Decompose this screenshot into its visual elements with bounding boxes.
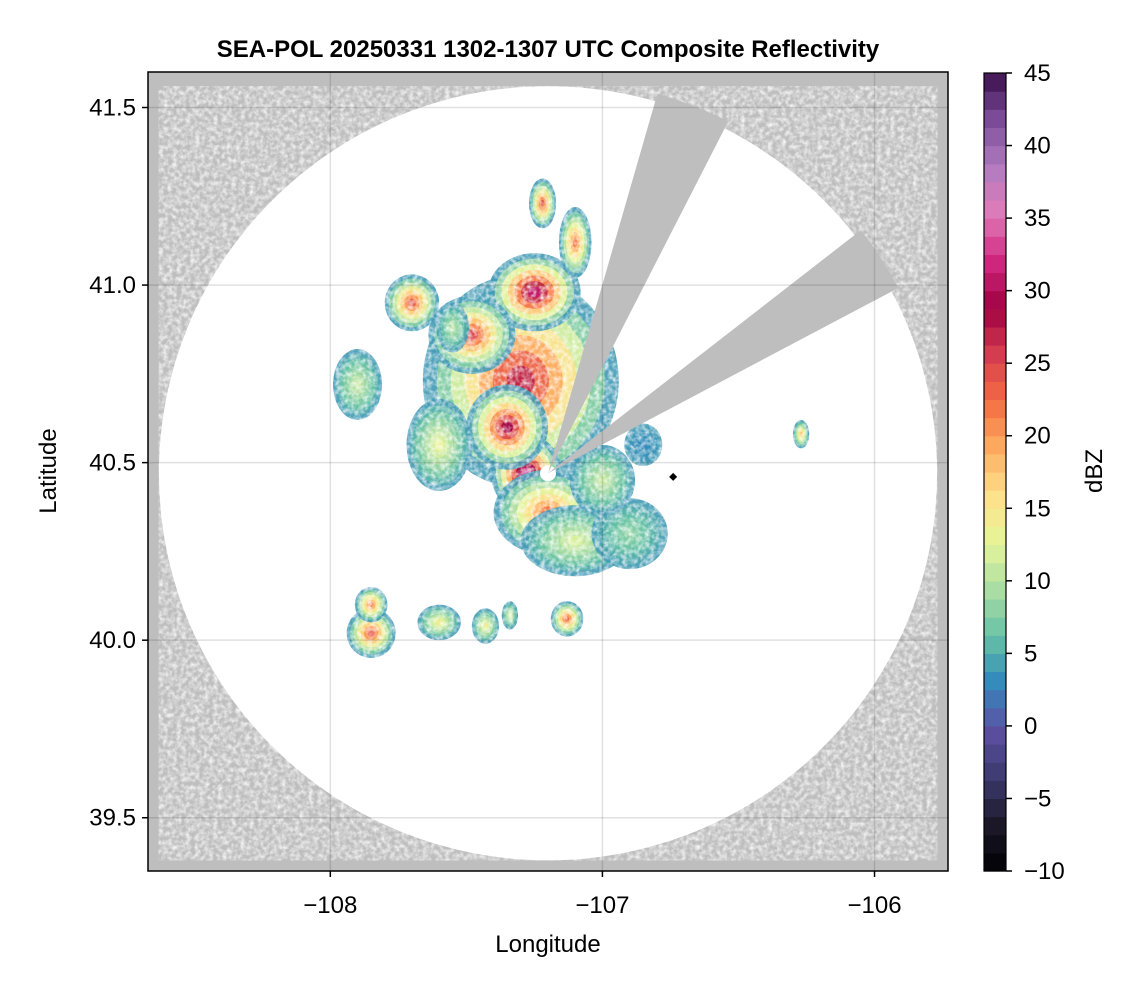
y-tick-label: 41.0 [89,272,136,299]
colorbar-bin [984,236,1006,255]
colorbar-bin [984,816,1006,836]
colorbar-bin [984,399,1006,419]
colorbar-bin [984,707,1006,727]
chart-title: SEA-POL 20250331 1302-1307 UTC Composite… [217,36,880,63]
colorbar: −10 −5 0 5 10 15 20 25 30 35 40 45 [983,60,1065,885]
y-tick-label: 40.0 [89,627,136,654]
colorbar-bin [984,199,1006,219]
colorbar-bin [984,73,1006,92]
colorbar-bin [984,544,1006,564]
colorbar-tick-label: −5 [1024,785,1051,812]
colorbar-bin [984,272,1006,292]
colorbar-bin [984,744,1006,763]
y-tick-label: 40.5 [89,450,136,477]
colorbar-bin [984,617,1006,636]
colorbar-bin [984,163,1006,183]
colorbar-bin [984,363,1006,382]
colorbar-tick-label: 15 [1024,495,1051,522]
colorbar-bin [984,91,1006,110]
colorbar-bin [984,762,1006,781]
colorbar-tick-label: 35 [1024,205,1051,232]
colorbar-frame [983,72,1007,872]
colorbar-tick-label: 40 [1024,133,1051,160]
y-tick-label: 39.5 [89,805,136,832]
plot-frame [147,71,949,872]
colorbar-bin [984,218,1006,237]
x-tick-label: −108 [303,892,357,919]
blocked-sector [548,230,899,474]
colorbar-tick-label: 45 [1024,60,1051,87]
colorbar-bin [984,725,1006,745]
colorbar-tick-label: 30 [1024,278,1051,305]
colorbar-bin [984,671,1006,691]
colorbar-bin [984,852,1006,872]
x-axis-label: Longitude [495,931,600,958]
colorbar-bin [984,508,1006,528]
colorbar-bin [984,580,1006,600]
beam-blockage [548,93,899,474]
colorbar-bin [984,145,1006,165]
y-axis-label: Latitude [35,428,62,513]
colorbar-bin [984,780,1006,800]
colorbar-bin [984,326,1006,346]
colorbar-bin [984,653,1006,673]
grid-lines [148,72,948,871]
colorbar-bin [984,181,1006,201]
colorbar-bin [984,254,1006,274]
radar-site-marker-group [669,472,678,481]
y-axis: 39.5 40.0 40.5 41.0 41.5 [89,95,148,832]
y-tick-label: 41.5 [89,95,136,122]
radar-site-marker [669,472,678,481]
colorbar-bin [984,435,1006,455]
colorbar-bin [984,109,1006,129]
colorbar-bin [984,472,1006,491]
colorbar-bin [984,290,1006,310]
colorbar-tick-label: 10 [1024,568,1051,595]
colorbar-bin [984,345,1006,364]
colorbar-tick-label: 20 [1024,423,1051,450]
colorbar-bin [984,798,1006,818]
colorbar-bin [984,598,1006,618]
colorbar-tick-label: −10 [1024,858,1065,885]
colorbar-bin [984,689,1006,709]
colorbar-bin [984,526,1006,546]
colorbar-bin [984,308,1006,328]
x-axis: −108 −107 −106 [303,871,902,919]
colorbar-bin [984,127,1006,147]
colorbar-tick-label: 25 [1024,350,1051,377]
colorbar-bin [984,562,1006,582]
x-tick-label: −107 [575,892,629,919]
x-tick-label: −106 [847,892,901,919]
colorbar-tick-label: 5 [1024,640,1037,667]
blocked-sector [548,93,729,474]
reflectivity-echoes [158,86,938,861]
colorbar-label: dBZ [1081,449,1108,493]
colorbar-bin [984,635,1006,654]
colorbar-bin [984,381,1006,401]
colorbar-bin [984,453,1006,473]
colorbar-tick-label: 0 [1024,713,1037,740]
colorbar-bin [984,417,1006,437]
colorbar-bin [984,490,1006,509]
colorbar-bin [984,834,1006,854]
